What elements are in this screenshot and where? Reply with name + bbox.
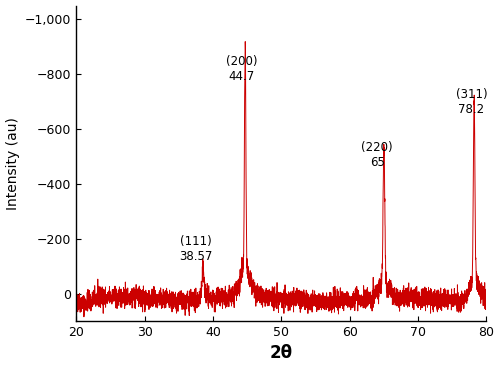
Text: (311)
78.2: (311) 78.2 [456,88,487,116]
Text: (200)
44.7: (200) 44.7 [226,55,258,83]
Text: (220)
65: (220) 65 [362,141,393,169]
Text: (111)
38.57: (111) 38.57 [180,235,212,263]
X-axis label: 2θ: 2θ [270,344,293,362]
Y-axis label: Intensity (au): Intensity (au) [6,117,20,210]
